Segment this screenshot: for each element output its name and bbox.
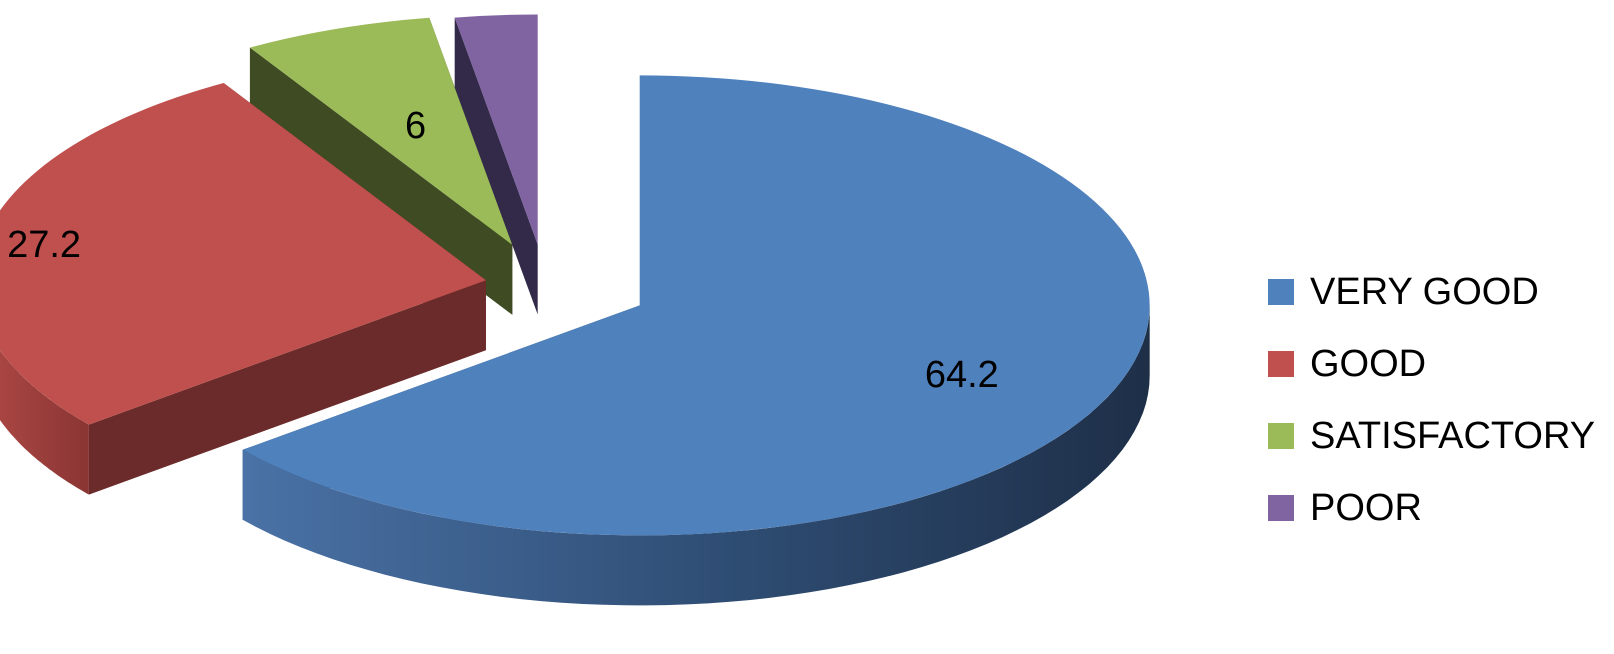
legend-item-very-good: VERY GOOD xyxy=(1268,256,1595,328)
slice-top xyxy=(242,75,1150,536)
pie-slice-very-good xyxy=(242,75,1150,606)
slice-top xyxy=(0,83,486,425)
slice-top xyxy=(249,17,513,245)
slice-wall xyxy=(454,17,538,315)
slice-top xyxy=(454,14,538,245)
pie-slice-good xyxy=(0,83,486,495)
legend-swatch xyxy=(1268,495,1294,521)
legend-swatch xyxy=(1268,423,1294,449)
legend-item-poor: POOR xyxy=(1268,472,1595,544)
data-label-satisfactory: 6 xyxy=(405,105,426,147)
pie-slice-satisfactory xyxy=(249,17,513,315)
slice-wall xyxy=(88,280,486,495)
data-label-very-good: 64.2 xyxy=(925,354,999,396)
slice-wall xyxy=(249,47,513,315)
legend: VERY GOOD GOOD SATISFACTORY POOR xyxy=(1268,256,1595,544)
slice-rim xyxy=(0,350,89,495)
legend-label: VERY GOOD xyxy=(1310,270,1539,313)
legend-swatch xyxy=(1268,279,1294,305)
slice-rim xyxy=(242,305,1150,606)
legend-item-good: GOOD xyxy=(1268,328,1595,400)
data-label-good: 27.2 xyxy=(7,224,81,266)
pie-slice-poor xyxy=(454,14,538,315)
legend-item-satisfactory: SATISFACTORY xyxy=(1268,400,1595,472)
legend-label: SATISFACTORY xyxy=(1310,414,1596,457)
legend-label: GOOD xyxy=(1310,342,1427,385)
legend-swatch xyxy=(1268,351,1294,377)
legend-label: POOR xyxy=(1310,486,1422,529)
